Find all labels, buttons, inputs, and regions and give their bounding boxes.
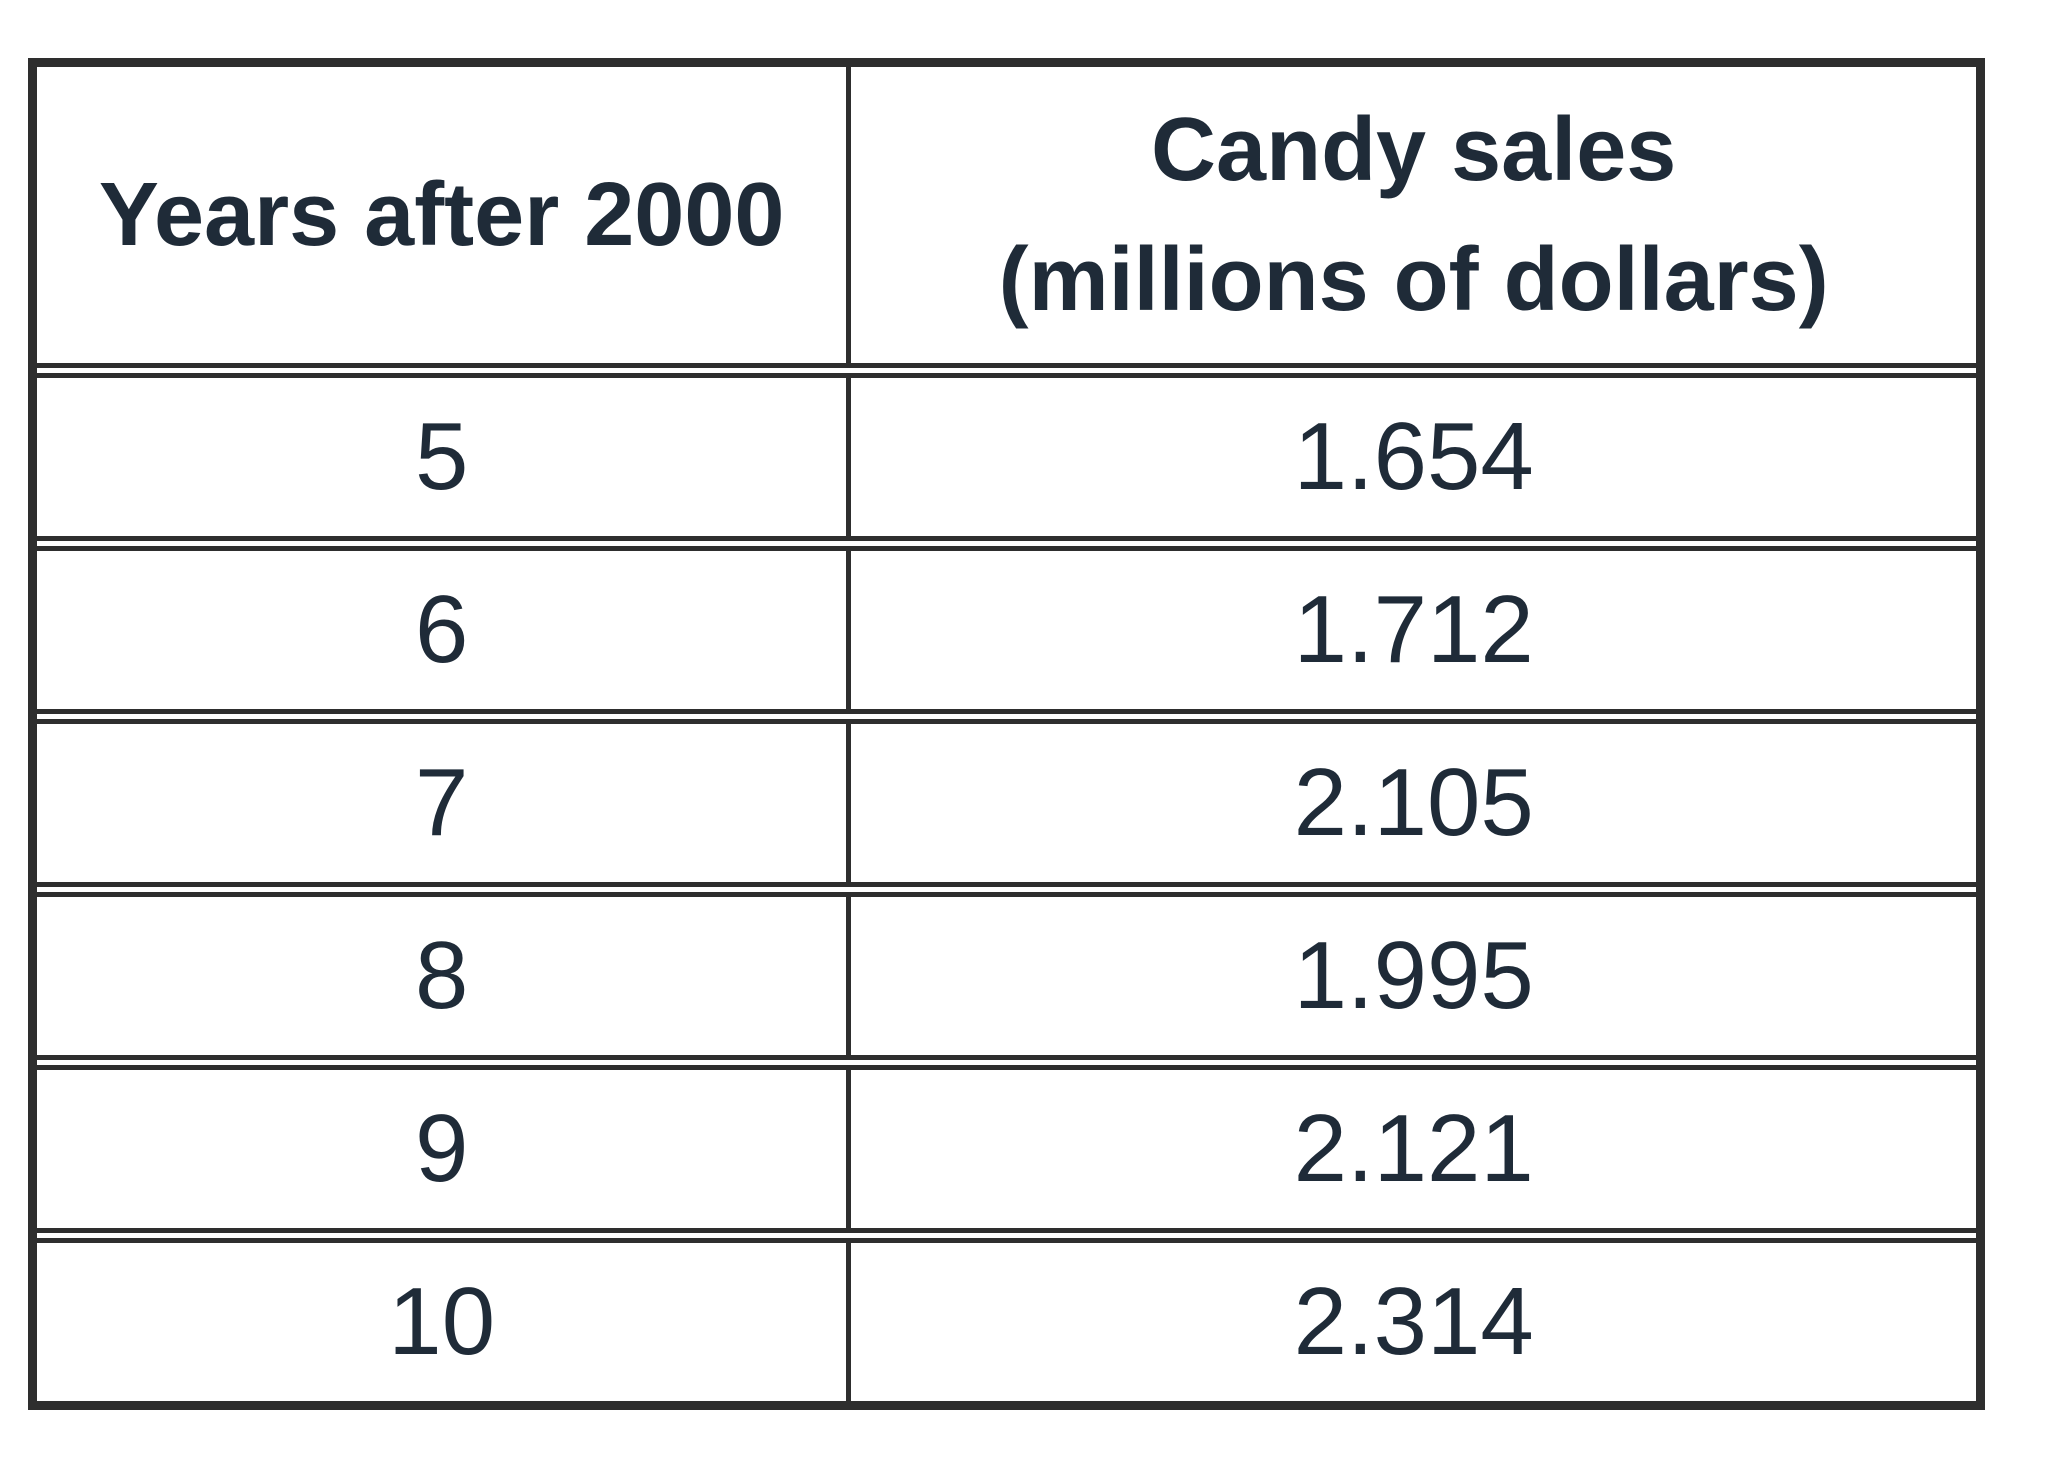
year-cell: 8 [37, 892, 852, 1060]
sales-cell: 2.121 [851, 1065, 1976, 1233]
header-cell-sales: Candy sales (millions of dollars) [851, 67, 1976, 368]
table-row: 9 2.121 [37, 1065, 1976, 1233]
year-cell: 6 [37, 546, 852, 714]
candy-sales-table-frame: Years after 2000 Candy sales (millions o… [28, 58, 1985, 1410]
sales-cell: 1.995 [851, 892, 1976, 1060]
sales-cell: 1.712 [851, 546, 1976, 714]
table-row: 10 2.314 [37, 1238, 1976, 1401]
sales-header-line2: (millions of dollars) [998, 230, 1829, 330]
sales-cell: 2.314 [851, 1238, 1976, 1401]
header-cell-years: Years after 2000 [37, 67, 852, 368]
year-cell: 9 [37, 1065, 852, 1233]
table-row: 6 1.712 [37, 546, 1976, 714]
year-cell: 10 [37, 1238, 852, 1401]
sales-cell: 2.105 [851, 719, 1976, 887]
sales-header-line1: Candy sales [1151, 99, 1677, 200]
year-cell: 5 [37, 373, 852, 541]
years-header-label: Years after 2000 [98, 164, 785, 265]
sales-cell: 1.654 [851, 373, 1976, 541]
table-row: 8 1.995 [37, 892, 1976, 1060]
table-row: 7 2.105 [37, 719, 1976, 887]
table-row: 5 1.654 [37, 373, 1976, 541]
candy-sales-table: Years after 2000 Candy sales (millions o… [37, 67, 1976, 1401]
header-row: Years after 2000 Candy sales (millions o… [37, 67, 1976, 368]
year-cell: 7 [37, 719, 852, 887]
